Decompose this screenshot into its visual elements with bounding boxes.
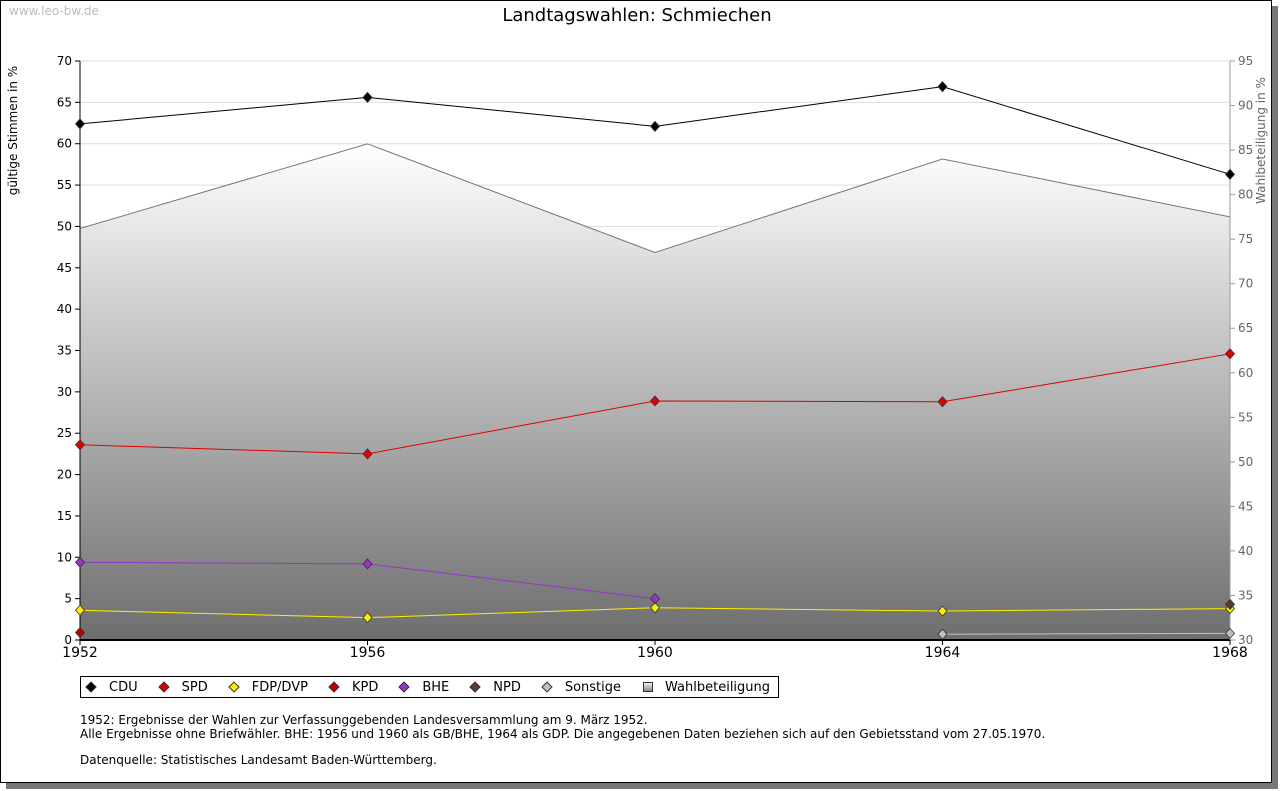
turnout-area [80,143,1230,640]
data-point-cdu [362,91,373,103]
note-1952: 1952: Ergebnisse der Wahlen zur Verfassu… [80,713,648,727]
data-point-sonstige [1224,627,1236,639]
legend-item-kpd: KPD [328,679,379,695]
legend-item-wahlbeteiligung: Wahlbeteiligung [643,680,770,695]
legend-label: Wahlbeteiligung [665,679,771,695]
legend-item-npd: NPD [469,679,521,695]
data-point-sonstige [937,628,948,640]
diamond-marker-icon [85,681,97,693]
y-tick-label: 15 [57,509,72,523]
data-point-spd [1224,348,1236,360]
y-tick-label: 35 [57,344,72,358]
y2-tick-label: 75 [1238,232,1253,246]
x-tick-label: 1956 [350,645,386,661]
y2-tick-label: 40 [1238,544,1253,558]
data-point-cdu [649,120,661,132]
data-point-fdp-dvp [649,602,661,614]
legend-item-spd: SPD [157,679,208,695]
note-source: Datenquelle: Statistisches Landesamt Bad… [80,753,437,767]
y-tick-label: 60 [57,137,72,151]
y-tick-label: 10 [57,550,72,564]
y2-tick-label: 65 [1238,321,1253,335]
y2-tick-label: 85 [1238,143,1253,157]
legend-label: KPD [351,679,379,695]
legend-label: BHE [422,679,450,695]
data-point-spd [74,439,86,451]
y2-tick-label: 95 [1238,54,1253,68]
turnout-line [79,143,1231,254]
legend-label: FDP/DVP [251,679,308,695]
area-swatch-icon [643,682,654,692]
y-tick-label: 40 [57,302,72,316]
y-tick-label: 45 [57,261,72,275]
y-tick-label: 5 [64,592,72,606]
y2-tick-label: 70 [1238,277,1253,291]
y2-tick-label: 50 [1238,455,1253,469]
y-tick-label: 65 [57,95,72,109]
data-point-cdu [937,81,948,93]
y2-tick-label: 55 [1238,410,1253,424]
footnotes: 1952: Ergebnisse der Wahlen zur Verfassu… [80,713,1045,767]
x-tick-label: 1952 [62,645,98,661]
y-tick-label: 55 [57,178,72,192]
y-tick-label: 50 [57,219,72,233]
data-point-kpd [74,626,86,639]
data-point-cdu [74,118,86,130]
legend-item-sonstige: Sonstige [541,679,622,695]
series-line-sonstige [942,632,1231,635]
chart-title: Landtagswahlen: Schmiechen [502,5,772,26]
chart-plot: 0 5 10 15 20 25 30 35 40 45 50 55 60 65 70 30 35 40 45 50 55… [6,54,1268,661]
legend: CDU SPD FDP/DVP KPD BHE NPD Sonstige Wahlbeteil… [80,676,780,698]
data-point-fdp-dvp [937,605,948,617]
y-axis-label: gültige Stimmen in % [6,66,20,195]
y-tick-label: 30 [57,385,72,399]
note-general: Alle Ergebnisse ohne Briefwähler. BHE: 1… [80,727,1046,741]
diamond-marker-icon [157,681,170,693]
data-point-fdp-dvp [74,604,86,616]
legend-item-bhe: BHE [398,679,450,695]
diamond-marker-icon [469,681,481,693]
y2-tick-label: 60 [1238,366,1253,380]
legend-label: Sonstige [564,679,622,695]
diamond-marker-icon [541,681,553,693]
y2-axis-label: Wahlbeteiligung in % [1254,77,1268,204]
y2-tick-label: 45 [1238,499,1253,513]
y2-tick-label: 80 [1238,188,1253,202]
diamond-marker-icon [228,681,240,693]
data-point-bhe [649,593,661,605]
y2-tick-label: 30 [1238,633,1253,647]
diamond-marker-icon [328,681,340,693]
data-point-npd [1224,598,1236,611]
data-point-fdp-dvp [362,612,373,624]
legend-label: CDU [109,679,138,695]
data-point-bhe [362,558,373,570]
data-point-spd [937,396,948,408]
data-point-spd [649,395,661,407]
legend-item-fdp-dvp: FDP/DVP [228,679,308,695]
data-point-bhe [74,556,86,568]
x-tick-label: 1964 [925,645,961,661]
data-point-spd [362,448,373,460]
y-tick-label: 0 [64,633,72,647]
y2-tick-label: 35 [1238,588,1253,602]
x-tick-label: 1960 [637,645,673,661]
data-point-cdu [1224,168,1236,180]
y-tick-label: 25 [57,426,72,440]
watermark: www.leo-bw.de [9,4,99,18]
y-tick-label: 20 [57,468,72,482]
x-tick-label: 1968 [1212,645,1248,661]
diamond-marker-icon [398,681,410,693]
legend-item-cdu: CDU [85,679,138,695]
legend-label: NPD [493,679,521,695]
y-tick-label: 70 [57,54,72,68]
legend-label: SPD [181,679,208,695]
y2-tick-label: 90 [1238,99,1253,113]
